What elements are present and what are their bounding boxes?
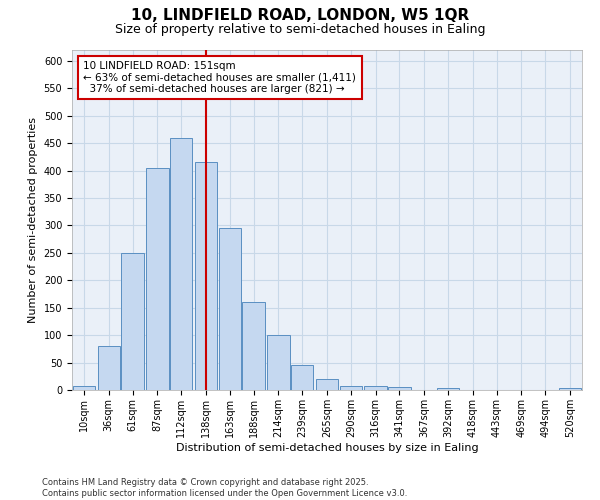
Text: Size of property relative to semi-detached houses in Ealing: Size of property relative to semi-detach…: [115, 22, 485, 36]
Bar: [388, 388, 410, 390]
Bar: [242, 302, 265, 390]
Bar: [316, 379, 338, 390]
X-axis label: Distribution of semi-detached houses by size in Ealing: Distribution of semi-detached houses by …: [176, 442, 478, 452]
Y-axis label: Number of semi-detached properties: Number of semi-detached properties: [28, 117, 38, 323]
Bar: [97, 346, 120, 390]
Bar: [73, 386, 95, 390]
Bar: [170, 138, 193, 390]
Bar: [340, 386, 362, 390]
Bar: [195, 162, 217, 390]
Bar: [121, 253, 144, 390]
Bar: [146, 168, 169, 390]
Bar: [218, 228, 241, 390]
Bar: [267, 335, 290, 390]
Text: Contains HM Land Registry data © Crown copyright and database right 2025.
Contai: Contains HM Land Registry data © Crown c…: [42, 478, 407, 498]
Bar: [437, 388, 459, 390]
Bar: [559, 388, 581, 390]
Bar: [364, 386, 387, 390]
Bar: [291, 366, 313, 390]
Text: 10, LINDFIELD ROAD, LONDON, W5 1QR: 10, LINDFIELD ROAD, LONDON, W5 1QR: [131, 8, 469, 22]
Text: 10 LINDFIELD ROAD: 151sqm
← 63% of semi-detached houses are smaller (1,411)
  37: 10 LINDFIELD ROAD: 151sqm ← 63% of semi-…: [83, 61, 356, 94]
